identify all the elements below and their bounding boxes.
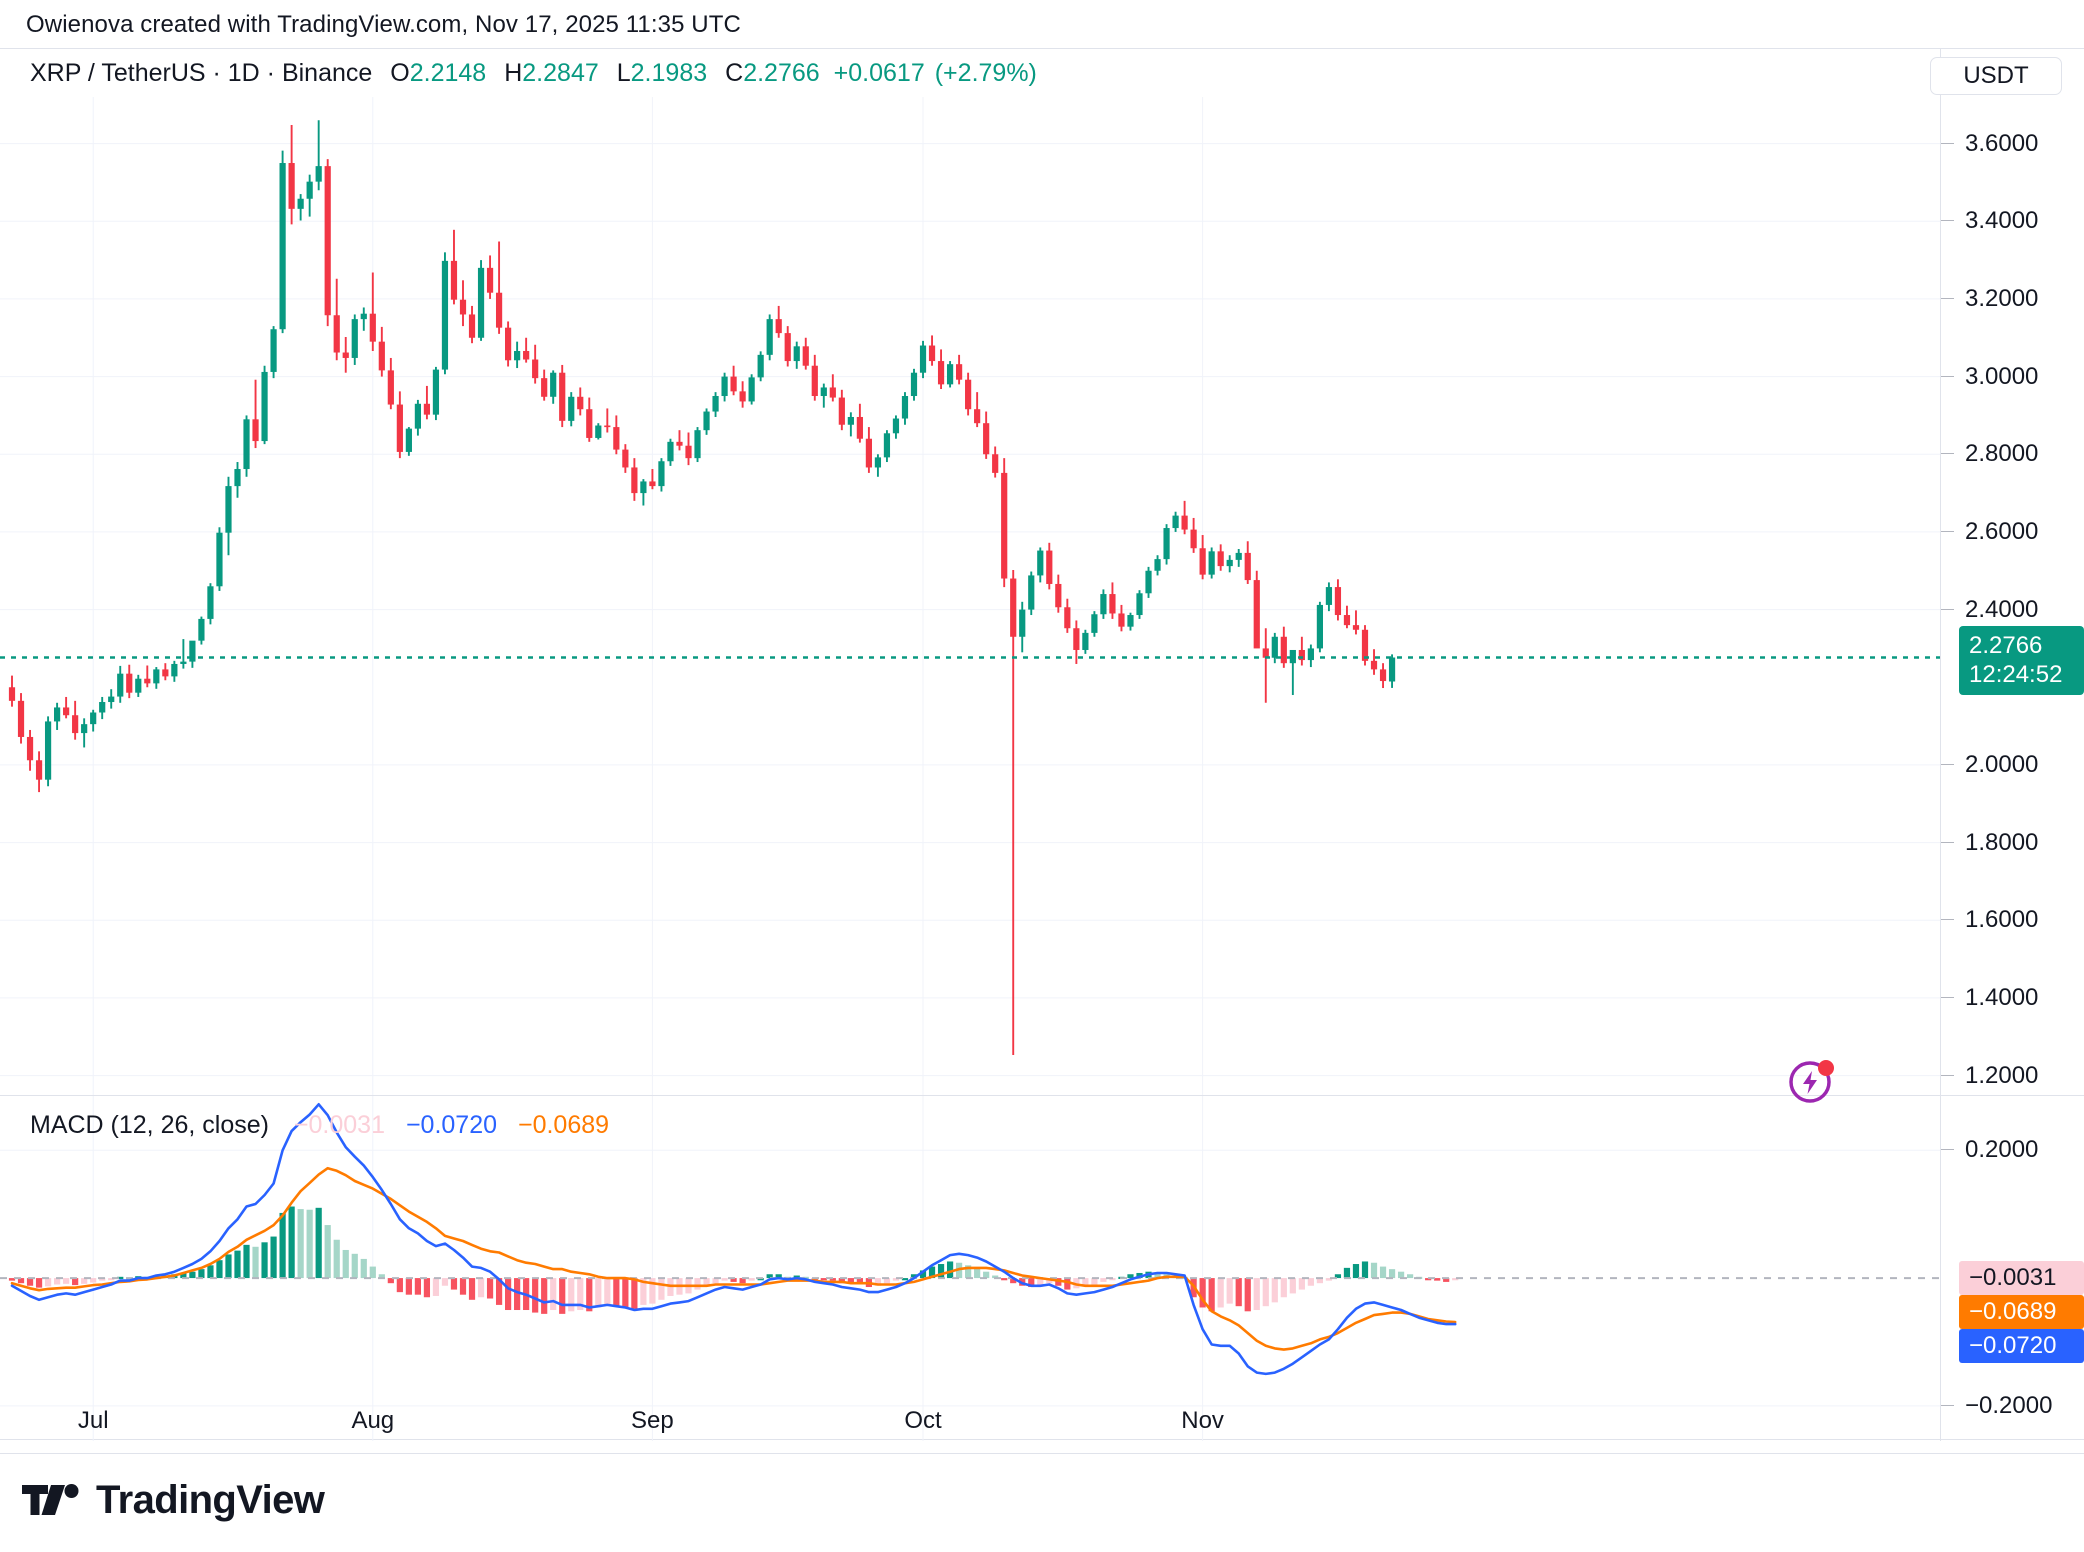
ohlc-close: C2.2766: [725, 59, 820, 88]
tick-dash: [1941, 375, 1954, 377]
macd-scale-axis[interactable]: 0.2000 −0.2000 −0.0031 −0.0689 −0.0720: [1941, 1096, 2084, 1441]
macd-legend[interactable]: MACD (12, 26, close) −0.0031 −0.0720 −0.…: [30, 1108, 609, 1142]
tick-dash: [1941, 530, 1954, 532]
price-tick-label: 2.8000: [1965, 440, 2039, 468]
tick-dash: [1941, 453, 1954, 455]
price-tick-label: 3.6000: [1965, 129, 2039, 157]
price-scale-axis[interactable]: 3.6000 3.4000 3.2000 3.0000 2.8000 2.6000 2.40…: [1941, 97, 2084, 1095]
price-chart-pane[interactable]: [0, 97, 1940, 1095]
tradingview-wordmark: TradingView: [96, 1478, 325, 1522]
candlestick-chart: [0, 97, 1940, 1095]
current-price-value: 2.2766: [1969, 631, 2043, 659]
time-tick-label: Aug: [351, 1407, 395, 1434]
open-label: O: [390, 58, 410, 87]
change-value: +0.0617: [833, 58, 925, 87]
price-tick-label: 1.6000: [1965, 906, 2039, 934]
ohlc-low: L2.1983: [617, 59, 707, 88]
price-tick-label: 3.4000: [1965, 207, 2039, 235]
low-label: L: [616, 58, 631, 87]
price-tick-label: 3.2000: [1965, 284, 2039, 312]
macd-chart-pane[interactable]: MACD (12, 26, close) −0.0031 −0.0720 −0.…: [0, 1096, 1940, 1441]
open-value: 2.2148: [409, 58, 487, 87]
price-tick-label: 1.2000: [1965, 1061, 2039, 1089]
macd-title: MACD (12, 26, close): [30, 1111, 269, 1139]
price-tick-label: 1.4000: [1965, 983, 2039, 1011]
bar-countdown: 12:24:52: [1969, 660, 2063, 688]
price-tick-label: 2.4000: [1965, 595, 2039, 623]
time-tick-label: Nov: [1181, 1407, 1224, 1434]
tick-dash: [1941, 608, 1954, 610]
macd-tick-label: −0.2000: [1965, 1391, 2053, 1419]
macd-signal-value: −0.0689: [517, 1111, 610, 1139]
tradingview-mark-icon: [22, 1484, 79, 1515]
macd-hist-value: −0.0031: [293, 1111, 385, 1139]
price-tick-label: 3.0000: [1965, 362, 2039, 390]
time-axis[interactable]: Jul Aug Sep Oct Nov: [0, 1392, 2084, 1454]
tick-dash: [1941, 297, 1954, 299]
price-tick-label: 2.0000: [1965, 750, 2039, 778]
time-tick-label: Jul: [77, 1407, 109, 1434]
high-label: H: [504, 58, 523, 87]
tick-dash: [1941, 841, 1954, 843]
price-tick-label: 2.6000: [1965, 517, 2039, 545]
close-label: C: [725, 58, 744, 87]
tick-dash: [1941, 220, 1954, 222]
tick-dash: [1941, 919, 1954, 921]
tick-dash: [1941, 1404, 1954, 1406]
close-value: 2.2766: [743, 58, 820, 87]
ohlc-high: H2.2847: [504, 59, 599, 88]
tick-dash: [1941, 142, 1954, 144]
chart-frame: XRP / TetherUS · 1D · Binance O2.2148 H2…: [0, 48, 2084, 1441]
change-percent: (+2.79%): [934, 58, 1037, 87]
macd-hist-tag[interactable]: −0.0031: [1959, 1261, 2084, 1296]
macd-chart: [0, 1096, 1940, 1441]
price-tick-label: 1.8000: [1965, 828, 2039, 856]
currency-badge[interactable]: USDT: [1930, 57, 2062, 95]
time-tick-label: Oct: [904, 1407, 942, 1434]
tradingview-logo[interactable]: TradingView: [22, 1478, 325, 1522]
macd-tick-label: 0.2000: [1965, 1136, 2039, 1164]
tick-dash: [1941, 763, 1954, 765]
macd-line-value: −0.0720: [405, 1111, 498, 1139]
tick-dash: [1941, 996, 1954, 998]
macd-signal-tag[interactable]: −0.0689: [1959, 1295, 2084, 1330]
tick-dash: [1941, 1074, 1954, 1076]
symbol-label[interactable]: XRP / TetherUS · 1D · Binance: [30, 58, 373, 87]
time-tick-label: Sep: [631, 1407, 674, 1434]
current-price-tag[interactable]: 2.2766 12:24:52: [1959, 625, 2084, 695]
ohlc-open: O2.2148: [390, 59, 486, 88]
attribution-text: Owienova created with TradingView.com, N…: [26, 11, 741, 38]
low-value: 2.1983: [630, 58, 708, 87]
macd-line-tag[interactable]: −0.0720: [1959, 1329, 2084, 1364]
price-legend[interactable]: XRP / TetherUS · 1D · Binance O2.2148 H2…: [0, 49, 1940, 97]
lightning-alert-icon[interactable]: [1786, 1054, 1838, 1106]
scale-divider: [1940, 49, 1941, 1441]
tick-dash: [1941, 1149, 1954, 1151]
pane-separator[interactable]: [0, 1095, 2084, 1096]
high-value: 2.2847: [522, 58, 599, 87]
